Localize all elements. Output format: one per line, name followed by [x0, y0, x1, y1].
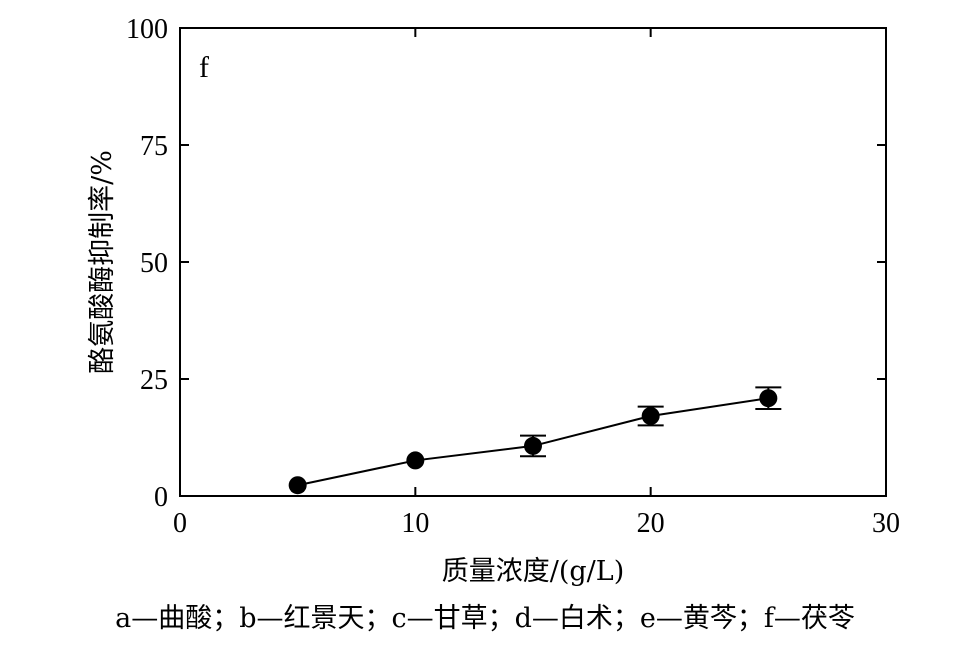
y-tick-label: 25	[140, 365, 168, 396]
data-point	[406, 451, 425, 470]
data-point	[288, 476, 307, 495]
x-tick-label: 30	[872, 508, 900, 539]
figure-caption: a—曲酸；b—红景天；c—甘草；d—白术；e—黄芩；f—茯苓	[115, 603, 855, 634]
y-tick-label: 50	[140, 248, 168, 279]
y-tick-label: 100	[126, 14, 168, 45]
chart: 0 10 20 30 0 25 50 75 100 f 质量浓度/(g/L) 酪氨酸酶抑制率/%	[87, 14, 900, 587]
x-axis-title: 质量浓度/(g/L)	[442, 556, 624, 587]
axis-ticks	[179, 27, 887, 497]
tick-labels: 0 10 20 30 0 25 50 75 100	[126, 14, 900, 539]
plot-frame	[179, 27, 887, 497]
data-point	[759, 389, 778, 408]
panel-label: f	[199, 51, 209, 84]
data-point	[641, 406, 660, 425]
x-tick-label: 0	[173, 508, 187, 539]
x-tick-label: 20	[637, 508, 665, 539]
x-tick-label: 10	[401, 508, 429, 539]
y-axis-title: 酪氨酸酶抑制率/%	[87, 150, 118, 374]
data-point	[524, 436, 542, 455]
y-tick-label: 0	[154, 482, 168, 513]
y-tick-label: 75	[140, 131, 168, 162]
data-layer	[288, 386, 782, 495]
